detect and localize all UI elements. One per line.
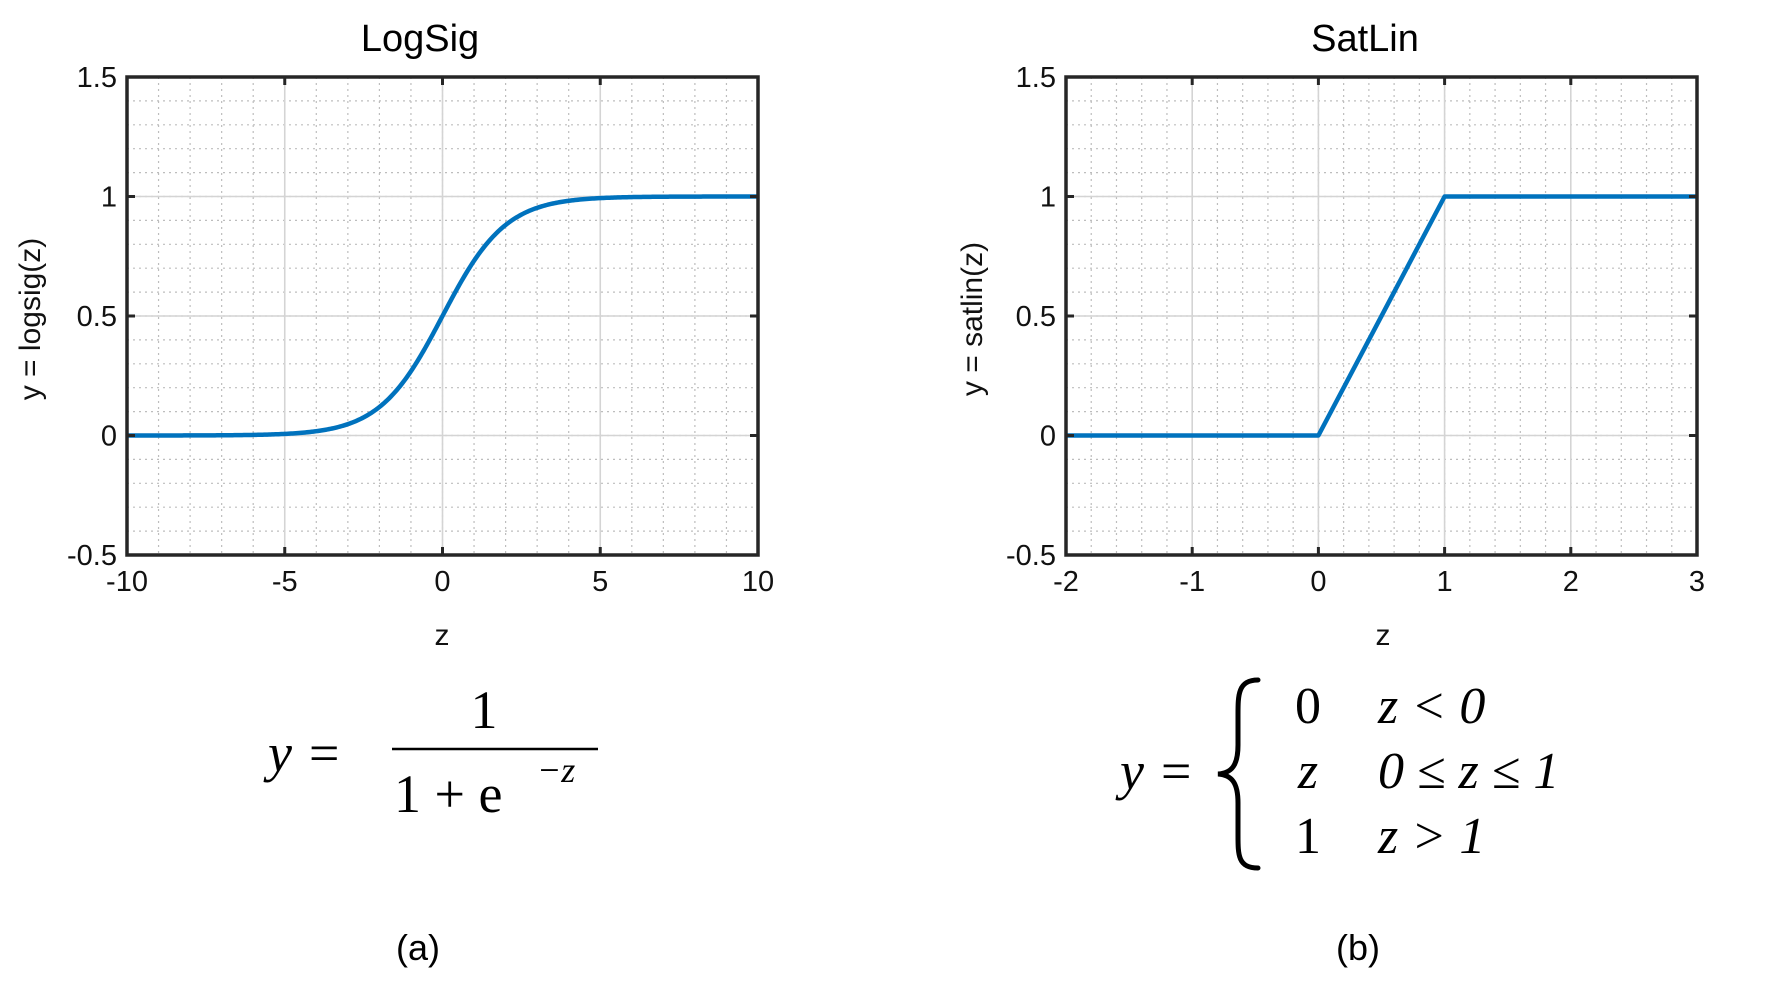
y-tick-label: 1.5 [1016, 62, 1056, 94]
x-tick-label: 0 [434, 566, 450, 598]
x-tick-label: -2 [1053, 566, 1079, 598]
caption-b: (b) [1336, 927, 1380, 968]
chart-logsig: LogSig -10 -5 0 5 10 -0.5 0 0.5 1 1.5 z y = logs… [14, 18, 774, 968]
y-tick-label: 1 [101, 182, 117, 214]
series-layer [1066, 194, 1697, 438]
y-axis-label: y = logsig(z) [14, 238, 47, 401]
y-tick-label: 0.5 [1016, 301, 1056, 333]
formula-numerator: 1 [471, 680, 498, 740]
y-tick-labels: -0.5 0 0.5 1 1.5 [1006, 62, 1056, 572]
formula-lhs: y = [263, 723, 342, 783]
x-tick-label: 0 [1310, 566, 1326, 598]
tick-marks [1064, 75, 1699, 557]
satlin-formula: y = 0 z < 0 z 0 ≤ z ≤ 1 1 z > 1 [1115, 677, 1559, 871]
tick-marks [125, 75, 760, 557]
formula-denominator: 1 + e [394, 764, 502, 824]
series-line [126, 194, 759, 438]
formula-exponent: −z [537, 750, 575, 790]
logsig-formula: y = 1 1 + e −z [263, 680, 598, 824]
y-tick-label: 0 [101, 421, 117, 453]
x-tick-label: 5 [592, 566, 608, 598]
x-tick-labels: -2 -1 0 1 2 3 [1053, 566, 1705, 598]
x-axis-label: z [1376, 619, 1391, 652]
chart-title: LogSig [361, 18, 479, 60]
x-axis-label: z [435, 619, 450, 652]
case-condition: 0 ≤ z ≤ 1 [1378, 743, 1559, 800]
case-condition: z > 1 [1377, 808, 1485, 865]
y-tick-label: -0.5 [67, 540, 117, 572]
x-tick-label: 3 [1689, 566, 1705, 598]
series-line [1066, 194, 1697, 438]
case-condition: z < 0 [1377, 678, 1485, 735]
formula-lhs: y = [1115, 741, 1194, 801]
x-tick-label: 2 [1563, 566, 1579, 598]
x-tick-label: -1 [1179, 566, 1205, 598]
case-value: 1 [1295, 808, 1321, 865]
y-tick-label: 0.5 [77, 301, 117, 333]
caption-a: (a) [396, 927, 440, 968]
case-value: z [1297, 743, 1318, 800]
cases-brace [1217, 677, 1261, 871]
series-layer [126, 194, 759, 438]
y-tick-label: 1 [1040, 182, 1056, 214]
x-tick-label: 10 [742, 566, 774, 598]
y-tick-label: 0 [1040, 421, 1056, 453]
y-axis-label: y = satlin(z) [956, 242, 989, 396]
y-tick-label: -0.5 [1006, 540, 1056, 572]
x-tick-label: -10 [106, 566, 148, 598]
chart-title: SatLin [1311, 18, 1419, 60]
case-value: 0 [1295, 678, 1321, 735]
x-tick-label: -5 [272, 566, 298, 598]
x-tick-label: 1 [1437, 566, 1453, 598]
y-tick-label: 1.5 [77, 62, 117, 94]
x-tick-labels: -10 -5 0 5 10 [106, 566, 774, 598]
chart-satlin: SatLin -2 -1 0 1 2 3 -0.5 0 0.5 1 1.5 z y = satli… [956, 18, 1705, 968]
y-tick-labels: -0.5 0 0.5 1 1.5 [67, 62, 117, 572]
